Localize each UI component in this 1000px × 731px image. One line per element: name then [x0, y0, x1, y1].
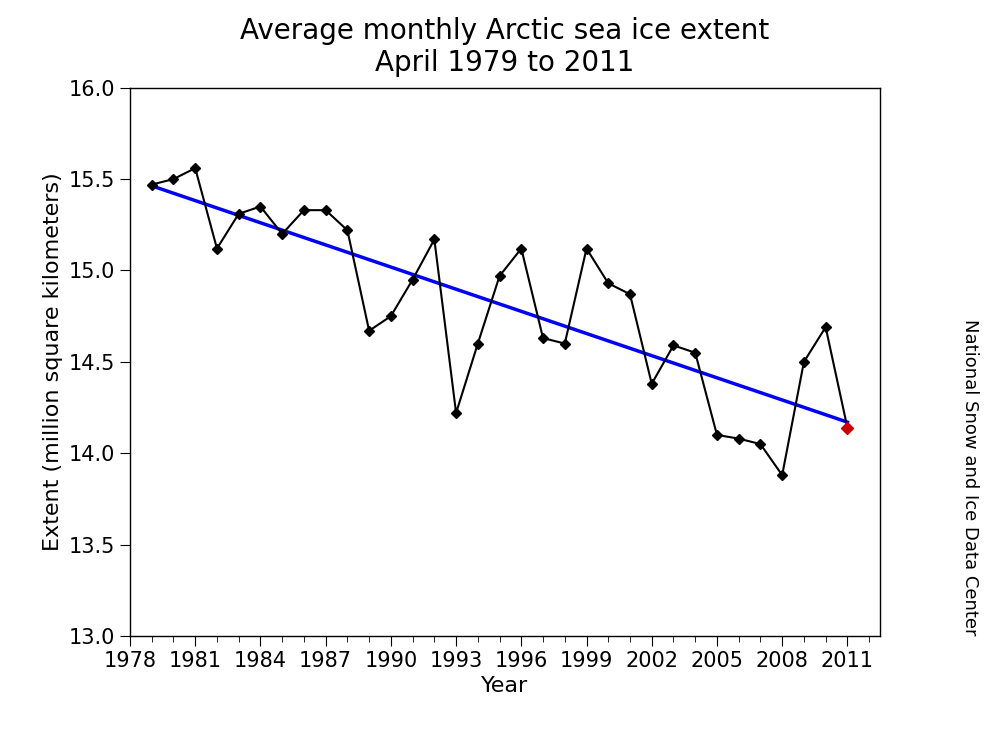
Y-axis label: Extent (million square kilometers): Extent (million square kilometers)	[43, 173, 63, 551]
X-axis label: Year: Year	[481, 676, 529, 696]
Text: National Snow and Ice Data Center: National Snow and Ice Data Center	[961, 319, 979, 636]
Title: Average monthly Arctic sea ice extent
April 1979 to 2011: Average monthly Arctic sea ice extent Ap…	[240, 17, 770, 77]
